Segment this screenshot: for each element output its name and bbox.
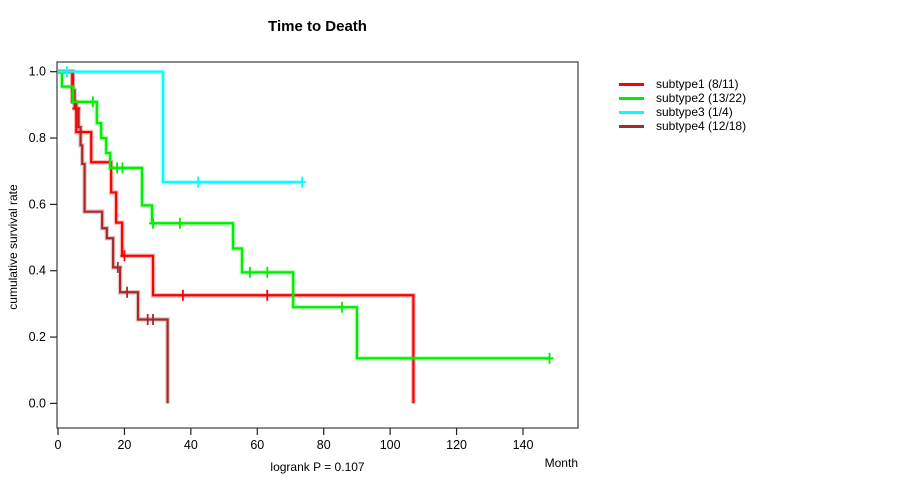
legend-row-subtype4: subtype4 (12/18) [619,119,746,133]
logrank-annotation: logrank P = 0.107 [270,460,365,474]
y-tick-label: 0.6 [29,197,46,211]
curve-subtype3-censor-mark [298,176,307,188]
curve-subtype1-censor-mark [120,250,129,262]
curve-subtype2-censor-mark [545,352,554,364]
curve-subtype2-censor-mark [263,266,272,278]
x-tick-label: 80 [317,438,331,452]
curve-subtype3-censor-mark [62,66,71,78]
x-tick-label: 0 [55,438,62,452]
legend-label-subtype2: subtype2 (13/22) [656,91,747,105]
curve-subtype2-censor-mark [148,217,157,229]
curve-subtype1-censor-mark [263,289,272,301]
x-axis-label: Month [544,456,578,470]
curve-subtype4-censor-mark [113,261,122,273]
legend-swatch-subtype1 [619,82,644,86]
curve-subtype2-censor-mark [175,217,184,229]
curve-subtype2 [58,70,550,360]
legend-label-subtype1: subtype1 (8/11) [656,77,739,91]
curve-subtype2-halo [58,69,550,361]
curve-subtype2-censor-mark [245,266,254,278]
legend-row-subtype2: subtype2 (13/22) [619,91,746,105]
legend-row-subtype3: subtype3 (1/4) [619,105,746,119]
x-tick-label: 60 [250,438,264,452]
y-tick-label: 0.0 [29,396,46,410]
x-tick-label: 120 [446,438,467,452]
legend-label-subtype3: subtype3 (1/4) [656,105,733,119]
curve-subtype3-censor-mark [194,176,203,188]
legend-row-subtype1: subtype1 (8/11) [619,77,746,91]
curve-subtype4-censor-mark [123,286,132,298]
curve-subtype1-censor-mark [178,289,187,301]
y-tick-label: 0.4 [29,264,46,278]
plot-border [56,61,579,429]
x-tick-label: 40 [184,438,198,452]
curve-subtype2-censor-mark [337,301,346,313]
chart-title: Time to Death [268,18,367,35]
y-tick-label: 0.2 [29,330,46,344]
y-axis-label: cumulative survival rate [6,184,20,310]
legend-label-subtype4: subtype4 (12/18) [656,119,747,133]
y-tick-label: 1.0 [29,65,46,79]
curve-subtype2-censor-mark [88,96,97,108]
curve-subtype4-censor-mark [148,313,157,325]
x-tick-label: 20 [117,438,131,452]
curve-subtype2-censor-mark [118,162,127,174]
legend-swatch-subtype2 [619,96,644,100]
y-tick-label: 0.8 [29,131,46,145]
legend: subtype1 (8/11) subtype2 (13/22) subtype… [619,77,746,133]
curve-subtype3 [58,70,303,184]
x-tick-label: 100 [380,438,401,452]
x-tick-label: 140 [513,438,534,452]
legend-swatch-subtype3 [619,110,644,114]
legend-swatch-subtype4 [619,124,644,128]
curve-subtype3-halo [58,69,303,185]
